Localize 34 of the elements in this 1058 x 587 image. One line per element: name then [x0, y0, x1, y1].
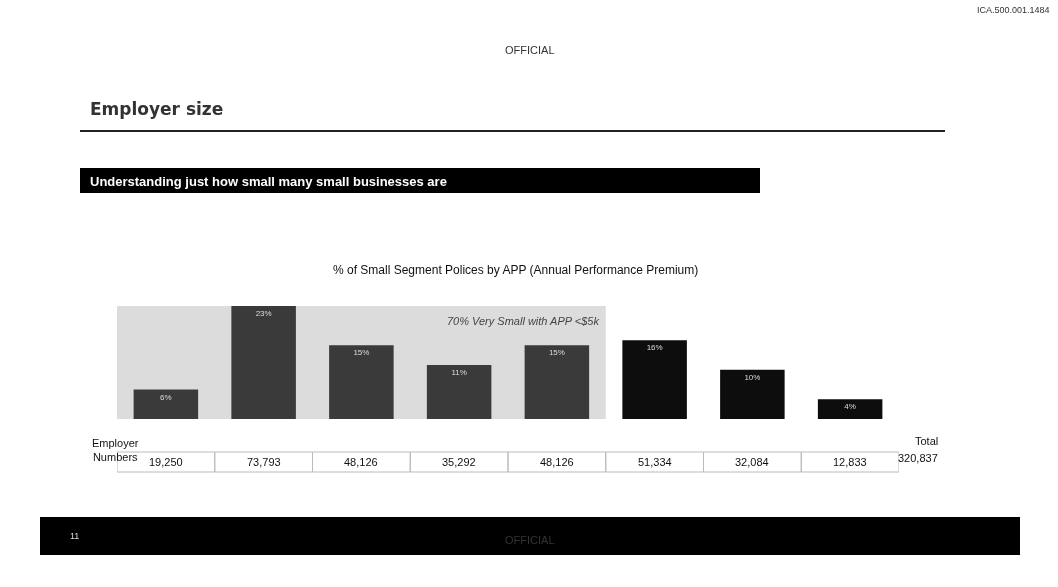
data-label: 6%	[160, 392, 172, 402]
text: Total	[915, 435, 939, 447]
text: 11	[70, 531, 80, 541]
bar	[524, 345, 590, 419]
text: ICA.500.001.1484	[977, 5, 1050, 15]
text: 48,126	[540, 456, 574, 468]
data-label: 15%	[353, 348, 370, 358]
text: OFFICIAL	[505, 44, 555, 56]
chart-title: Employer size	[90, 99, 224, 119]
data-label: 23%	[255, 308, 272, 318]
annotation: 70% Very Small with APP <$5k	[447, 315, 600, 327]
text: 73,793	[247, 456, 281, 468]
text: Employer Numbers	[92, 437, 139, 464]
bar	[329, 345, 394, 419]
text: % of Small Segment Polices by APP (Annual Performance Premium)	[333, 263, 699, 277]
data-label: 16%	[646, 343, 663, 353]
bar	[231, 305, 296, 419]
text: 19,250	[149, 456, 183, 468]
bar	[817, 399, 883, 419]
text: 32,084	[735, 456, 769, 468]
chart-subtitle: Understanding just how small many small businesses are	[90, 174, 447, 189]
bar	[133, 389, 199, 419]
bar	[426, 364, 492, 419]
data-label: 10%	[744, 372, 761, 382]
text: 48,126	[344, 456, 378, 468]
bar	[720, 369, 785, 419]
bar	[622, 340, 687, 419]
data-label: 4%	[844, 402, 856, 412]
data-label: 15%	[548, 348, 565, 358]
data-label: 11%	[451, 367, 467, 377]
text: 51,334	[638, 456, 672, 468]
text: 35,292	[442, 456, 476, 468]
text: 12,833	[833, 456, 867, 468]
text: 320,837	[898, 452, 938, 464]
